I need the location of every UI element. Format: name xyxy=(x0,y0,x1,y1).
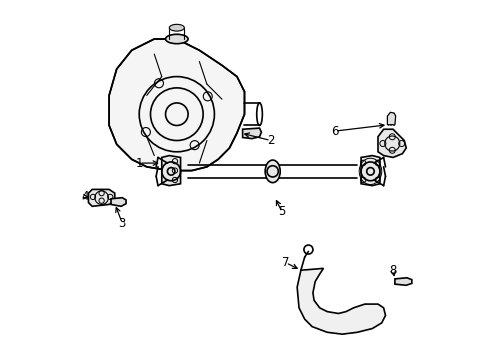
Text: 2: 2 xyxy=(266,134,274,147)
Ellipse shape xyxy=(264,160,280,183)
Text: 4: 4 xyxy=(81,190,88,203)
Polygon shape xyxy=(360,156,379,186)
Ellipse shape xyxy=(169,24,184,31)
Text: 7: 7 xyxy=(282,256,289,269)
Text: 5: 5 xyxy=(278,206,285,219)
Polygon shape xyxy=(88,189,115,206)
Polygon shape xyxy=(377,129,406,157)
Text: 1: 1 xyxy=(135,157,142,170)
Text: 3: 3 xyxy=(119,217,126,230)
Polygon shape xyxy=(297,268,385,334)
Polygon shape xyxy=(242,128,261,139)
Polygon shape xyxy=(394,278,411,285)
Text: 6: 6 xyxy=(330,125,338,138)
Polygon shape xyxy=(111,198,126,206)
Polygon shape xyxy=(162,156,180,186)
Polygon shape xyxy=(386,112,395,125)
Ellipse shape xyxy=(165,34,188,44)
Text: 8: 8 xyxy=(388,264,396,277)
Polygon shape xyxy=(109,39,244,171)
